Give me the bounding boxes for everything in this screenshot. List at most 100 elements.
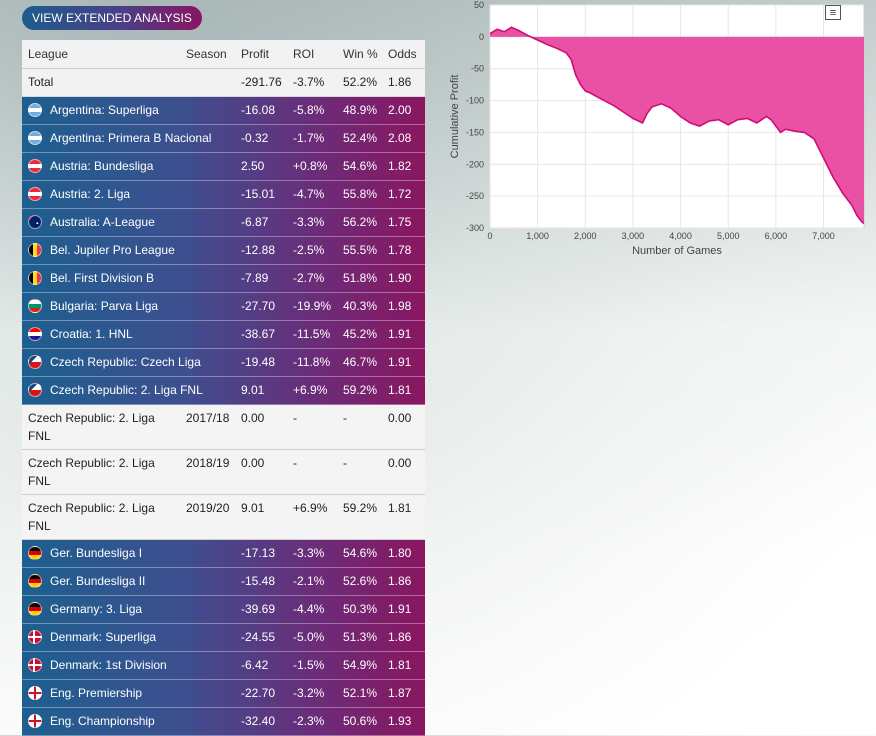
league-name: Germany: 3. Liga: [50, 602, 143, 616]
profit-cell: 9.01: [235, 376, 287, 405]
league-cell[interactable]: Czech Republic: Czech Liga: [22, 348, 201, 377]
win-cell: 50.6%: [337, 707, 382, 736]
league-cell: Czech Republic: 2. Liga FNL: [22, 404, 180, 450]
roi-cell: -5.8%: [287, 96, 337, 125]
league-cell[interactable]: Croatia: 1. HNL: [22, 320, 180, 349]
season-cell: 2017/18: [180, 404, 235, 450]
profit-cell: 0.00: [235, 404, 287, 450]
league-row[interactable]: Croatia: 1. HNL -38.67 -11.5% 45.2% 1.91: [22, 320, 425, 349]
odds-cell: 1.82: [382, 152, 425, 181]
header-season[interactable]: Season: [180, 40, 235, 69]
league-row[interactable]: Argentina: Primera B Nacional -0.32 -1.7% 5…: [22, 124, 425, 153]
league-cell[interactable]: Bulgaria: Parva Liga: [22, 292, 180, 321]
season-cell: [180, 376, 235, 405]
league-row[interactable]: Denmark: 1st Division -6.42 -1.5% 54.9% 1.81: [22, 651, 425, 680]
roi-cell: -3.2%: [287, 679, 337, 708]
league-row[interactable]: Eng. Premiership -22.70 -3.2% 52.1% 1.87: [22, 679, 425, 708]
roi-cell: -5.0%: [287, 623, 337, 652]
season-cell: [180, 539, 235, 568]
odds-cell: 1.81: [382, 651, 425, 680]
win-cell: 52.6%: [337, 567, 382, 596]
league-row[interactable]: Czech Republic: 2. Liga FNL 9.01 +6.9% 59.2…: [22, 376, 425, 405]
league-cell[interactable]: Bel. Jupiler Pro League: [22, 236, 180, 265]
league-cell[interactable]: Denmark: 1st Division: [22, 651, 180, 680]
league-cell[interactable]: Germany: 3. Liga: [22, 595, 180, 624]
league-row[interactable]: Germany: 3. Liga -39.69 -4.4% 50.3% 1.91: [22, 595, 425, 624]
league-cell[interactable]: Argentina: Primera B Nacional: [22, 124, 211, 153]
league-cell[interactable]: Austria: Bundesliga: [22, 152, 180, 181]
season-cell: [180, 236, 235, 265]
profit-cell: -24.55: [235, 623, 287, 652]
league-cell[interactable]: Ger. Bundesliga II: [22, 567, 180, 596]
roi-cell: -1.7%: [287, 124, 337, 153]
cumulative-profit-chart: 0 1,000 2,000 3,000 4,000 5,000 6,000 7,000 50 0-…: [440, 0, 876, 262]
y-tick-label: -250: [466, 191, 484, 201]
roi-cell: +6.9%: [287, 376, 337, 405]
league-row[interactable]: Bel. Jupiler Pro League -12.88 -2.5% 55.5% 1…: [22, 236, 425, 265]
league-row[interactable]: Eng. Championship -32.40 -2.3% 50.6% 1.93: [22, 707, 425, 736]
flag-czech-icon: [28, 382, 42, 397]
profit-line: [489, 26, 865, 225]
flag-bulgaria-icon: [28, 298, 42, 313]
league-name: Ger. Bundesliga I: [50, 546, 143, 560]
season-cell: [180, 208, 235, 237]
season-cell: [180, 623, 235, 652]
league-row[interactable]: Austria: Bundesliga 2.50 +0.8% 54.6% 1.82: [22, 152, 425, 181]
league-row[interactable]: Ger. Bundesliga I -17.13 -3.3% 54.6% 1.80: [22, 539, 425, 568]
chart-menu-icon[interactable]: ≡: [825, 5, 841, 20]
odds-cell: 1.72: [382, 180, 425, 209]
profit-cell: -27.70: [235, 292, 287, 321]
season-cell: [180, 124, 235, 153]
league-name: Czech Republic: Czech Liga: [50, 355, 201, 369]
odds-cell: 1.86: [382, 567, 425, 596]
header-odds[interactable]: Odds: [382, 40, 425, 69]
x-tick-label: 1,000: [526, 231, 549, 241]
profit-cell: -39.69: [235, 595, 287, 624]
league-row[interactable]: Austria: 2. Liga -15.01 -4.7% 55.8% 1.72: [22, 180, 425, 209]
roi-cell: -1.5%: [287, 651, 337, 680]
flag-argentina-icon: [28, 102, 42, 117]
x-tick-label: 5,000: [717, 231, 740, 241]
league-row[interactable]: Argentina: Superliga -16.08 -5.8% 48.9% 2.00: [22, 96, 425, 125]
y-tick-label: 50: [474, 0, 484, 10]
league-cell[interactable]: Czech Republic: 2. Liga FNL: [22, 376, 203, 405]
roi-cell: +0.8%: [287, 152, 337, 181]
view-extended-analysis-button[interactable]: VIEW EXTENDED ANALYSIS: [22, 6, 202, 30]
profit-cell: 0.00: [235, 449, 287, 495]
roi-cell: -: [287, 404, 337, 450]
season-cell: [180, 651, 235, 680]
league-cell[interactable]: Eng. Championship: [22, 707, 180, 736]
total-win: 52.2%: [337, 68, 382, 97]
league-row[interactable]: Denmark: Superliga -24.55 -5.0% 51.3% 1.86: [22, 623, 425, 652]
header-league[interactable]: League: [22, 40, 180, 69]
header-profit[interactable]: Profit: [235, 40, 287, 69]
odds-cell: 1.93: [382, 707, 425, 736]
league-cell[interactable]: Ger. Bundesliga I: [22, 539, 180, 568]
profit-cell: -19.48: [235, 348, 287, 377]
league-row[interactable]: Czech Republic: Czech Liga -19.48 -11.8% 46…: [22, 348, 425, 377]
league-row[interactable]: Australia: A-League -6.87 -3.3% 56.2% 1.75: [22, 208, 425, 237]
odds-cell: 1.91: [382, 348, 425, 377]
league-name: Austria: 2. Liga: [50, 187, 131, 201]
league-name: Austria: Bundesliga: [50, 159, 154, 173]
header-win[interactable]: Win %: [337, 40, 382, 69]
odds-cell: 0.00: [382, 449, 425, 495]
league-cell[interactable]: Eng. Premiership: [22, 679, 180, 708]
league-cell[interactable]: Austria: 2. Liga: [22, 180, 180, 209]
roi-cell: -11.8%: [287, 348, 337, 377]
league-cell[interactable]: Argentina: Superliga: [22, 96, 180, 125]
flag-czech-icon: [28, 354, 42, 369]
league-row[interactable]: Ger. Bundesliga II -15.48 -2.1% 52.6% 1.86: [22, 567, 425, 596]
league-row[interactable]: Bulgaria: Parva Liga -27.70 -19.9% 40.3% 1.9…: [22, 292, 425, 321]
header-roi[interactable]: ROI: [287, 40, 337, 69]
flag-australia-icon: [28, 214, 42, 229]
win-cell: 55.8%: [337, 180, 382, 209]
season-cell: [180, 348, 235, 377]
flag-austria-icon: [28, 158, 42, 173]
league-cell[interactable]: Denmark: Superliga: [22, 623, 180, 652]
season-row: Czech Republic: 2. Liga FNL 2019/20 9.01 +6…: [22, 494, 425, 540]
league-row[interactable]: Bel. First Division B -7.89 -2.7% 51.8% 1.90: [22, 264, 425, 293]
profit-cell: -12.88: [235, 236, 287, 265]
league-cell[interactable]: Bel. First Division B: [22, 264, 180, 293]
league-cell[interactable]: Australia: A-League: [22, 208, 180, 237]
